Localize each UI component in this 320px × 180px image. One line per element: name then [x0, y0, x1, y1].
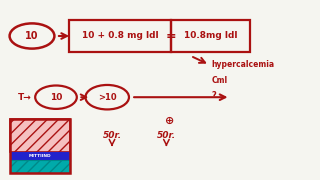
Text: ⊕: ⊕	[165, 116, 174, 126]
FancyBboxPatch shape	[10, 119, 70, 152]
Text: MITTIIND: MITTIIND	[29, 154, 51, 158]
Text: Cml: Cml	[211, 76, 227, 86]
Text: >10: >10	[98, 93, 116, 102]
Bar	[10, 152, 70, 161]
Text: 10: 10	[50, 93, 62, 102]
Text: hypercalcemia: hypercalcemia	[211, 60, 274, 69]
Text: 10 + 0.8 mg ldl: 10 + 0.8 mg ldl	[82, 31, 158, 40]
Bar	[10, 160, 70, 173]
Text: =: =	[166, 30, 177, 42]
Text: ?: ?	[211, 91, 216, 100]
Text: T→: T→	[18, 93, 31, 102]
Text: 10.8mg ldl: 10.8mg ldl	[184, 31, 237, 40]
Text: 50r.: 50r.	[102, 130, 122, 140]
Text: 50r.: 50r.	[157, 130, 176, 140]
Text: 10: 10	[25, 31, 39, 41]
